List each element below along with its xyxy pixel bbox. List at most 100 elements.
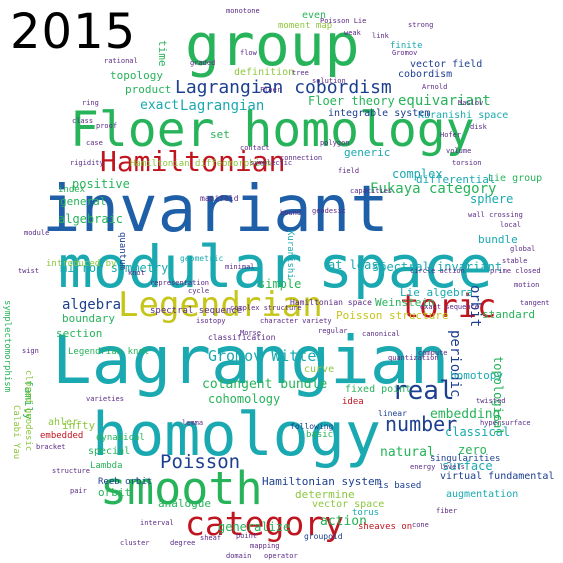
cloud-word: cycle [188,287,210,295]
cloud-word: space [318,233,493,301]
cloud-word: groupoid [304,532,343,541]
cloud-word: Floer homology [70,102,475,158]
cloud-word: stable [502,257,528,265]
cloud-word: cluster [120,539,150,547]
cloud-word: standard [482,308,535,321]
cloud-word: compute [418,349,448,357]
cloud-word: Hamiltonian system [262,475,382,488]
cloud-word: orbit [98,486,132,499]
cloud-word: symplectic [250,159,293,167]
cloud-word: link [372,32,389,40]
cloud-word: exact [140,98,180,113]
cloud-word: Weinstein [375,296,435,309]
cloud-word: group [185,11,360,79]
cloud-word: augmentation [446,489,519,500]
cloud-word: mapping [250,542,280,550]
cloud-word: character variety [260,317,332,325]
cloud-word: Lagrangian cobordism [175,77,392,98]
cloud-word: idea [342,397,364,407]
cloud-word: class [72,117,94,125]
cloud-word: set [210,128,230,141]
cloud-word: category [185,504,344,543]
cloud-word: infty [62,419,96,432]
cloud-word: quantum [117,232,127,270]
cloud-word: real [392,376,455,406]
cloud-word: linear [378,409,407,418]
cloud-word: tangent [520,299,550,307]
cloud-word: topology [110,69,163,82]
cloud-word: Kuranishi space [418,110,509,121]
cloud-word: homotopy [450,369,503,382]
cloud-word: general [60,195,107,208]
cloud-word: bundle [478,233,518,246]
cloud-word: hypersurface [480,419,531,427]
cloud-word: embedded [40,431,84,441]
cloud-word: curve [304,364,335,375]
cloud-word: Lambda [90,461,123,471]
cloud-word: ahler [48,417,79,428]
cloud-word: number [385,412,458,436]
cloud-word: fixed point [345,384,412,395]
cloud-word: finite [390,41,423,51]
cloud-word: algebra [62,297,122,313]
cloud-word: rigidity [70,159,104,167]
cloud-word: integrable system [328,108,431,119]
cloud-word: action [320,514,367,529]
cloud-word: positive [72,177,130,191]
cloud-word: wall crossing [468,211,523,219]
cloud-word: Lagrangian [52,322,450,399]
cloud-word: Hamiltonian space [290,298,372,307]
cloud-word: sheaves on [358,522,413,532]
cloud-word: is based [378,481,422,491]
cloud-word: ring [82,99,99,107]
cloud-word: Gromov [392,49,418,57]
cloud-word: quantization [388,354,439,362]
cloud-word: section [56,327,103,340]
cloud-word: Hamiltonian diffeomorphism [130,159,271,169]
cloud-word: generic [344,146,391,159]
cloud-word: homology [92,400,381,470]
cloud-word: Poisson [160,451,241,473]
cloud-word: index [58,185,86,195]
cloud-word: Legendrian [118,285,323,325]
cloud-word: periodic [447,330,463,398]
cloud-word: spectral invariant [372,260,503,274]
cloud-word: point [236,532,258,540]
cloud-word: Legendrian knot [68,347,150,357]
cloud-word: virtual fundamental [440,471,555,482]
cloud-word: motion [514,281,540,289]
cloud-word: lemma [182,419,204,427]
cloud-word: module [24,229,50,237]
cloud-word: sign [22,347,39,355]
cloud-word: special [88,446,131,457]
cloud-word: geodesic [312,207,346,215]
cloud-word: Gromov Witten [208,347,326,365]
cloud-word: proof [96,122,118,130]
cloud-word: prime closed [490,267,541,275]
cloud-word: tree [292,69,309,77]
cloud-word: pair [70,487,87,495]
cloud-word: Fukaya category [370,181,497,197]
cloud-word: Calabi Yau [11,405,21,460]
cloud-word: graded [190,59,216,67]
cloud-word: at least [328,258,386,272]
cloud-word: varieties [86,395,124,403]
cloud-word: product [125,83,172,96]
cloud-word: generalize [218,520,291,534]
cloud-word: minimal [225,263,255,271]
cloud-word: vector space [312,499,385,510]
cloud-word: contact [240,144,270,152]
cloud-word: twist [18,267,40,275]
cloud-word: singularities [430,454,501,464]
cloud-word: volume [446,147,472,155]
cloud-word: Poisson Lie [320,17,367,25]
cloud-word: vector field [410,59,483,70]
cloud-word: algebraic [58,212,124,226]
cloud-word: monotone [226,7,260,15]
cloud-word: geometric [180,254,224,263]
cloud-word: even [302,10,327,21]
cloud-word: dynamical [96,433,145,443]
cloud-word: time [156,40,169,67]
cloud-word: knot [128,269,145,277]
cloud-word: embedding [430,407,501,422]
